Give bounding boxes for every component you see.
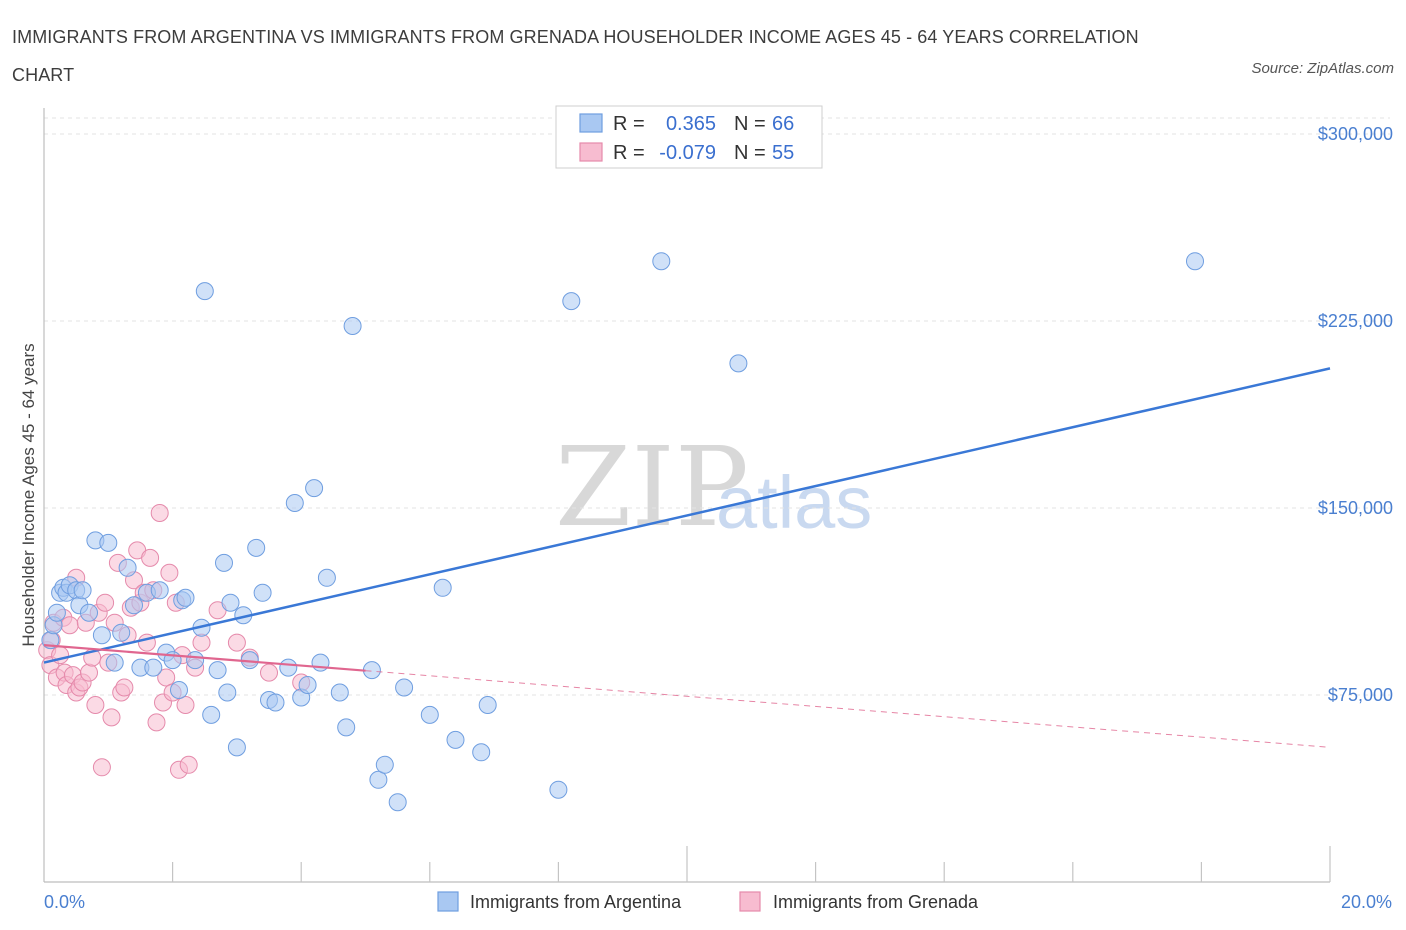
argentina-point	[112, 623, 131, 642]
argentina-point	[472, 743, 491, 762]
argentina-point	[176, 588, 195, 607]
argentina-point	[729, 354, 748, 373]
grenada-point	[179, 755, 198, 774]
bottom-legend-swatch-grenada	[739, 891, 761, 912]
y-tick-label: $300,000	[1318, 124, 1393, 144]
grenada-point	[150, 504, 169, 522]
argentina-point	[125, 596, 143, 615]
argentina-point	[446, 730, 465, 749]
argentina-point	[170, 681, 188, 699]
grenada-point	[147, 713, 166, 732]
series-argentina-points	[41, 252, 1204, 812]
legend-box: R = 0.365 N = 66 R = -0.079 N = 55	[555, 105, 823, 169]
y-tick-label: $225,000	[1318, 311, 1393, 331]
argentina-point	[337, 718, 356, 737]
argentina-point	[99, 533, 118, 552]
argentina-point	[549, 780, 568, 799]
argentina-point	[285, 494, 304, 512]
legend-swatch-argentina	[579, 113, 603, 133]
argentina-point	[375, 755, 394, 774]
trend-line-grenada-dashed	[365, 670, 1331, 748]
argentina-point	[388, 793, 407, 812]
grenada-point	[92, 758, 111, 777]
legend-n-label-argentina: N =	[734, 113, 766, 135]
argentina-point	[215, 553, 233, 572]
argentina-point	[195, 282, 214, 301]
argentina-point	[73, 581, 92, 600]
bottom-legend: Immigrants from Argentina Immigrants fro…	[437, 891, 979, 912]
bottom-legend-label-argentina: Immigrants from Argentina	[470, 892, 682, 912]
x-tick-label-max: 20.0%	[1341, 892, 1392, 912]
grenada-point	[102, 708, 121, 727]
argentina-point	[562, 292, 581, 311]
argentina-point	[362, 661, 381, 680]
argentina-point	[227, 738, 246, 757]
argentina-point	[208, 661, 227, 680]
grenada-point	[86, 696, 105, 714]
legend-n-value-argentina: 66	[772, 113, 794, 135]
argentina-point	[433, 578, 452, 597]
grenada-point	[176, 696, 195, 714]
argentina-point	[47, 603, 66, 622]
bottom-legend-label-grenada: Immigrants from Grenada	[773, 892, 979, 912]
legend-r-label-grenada: R =	[613, 142, 645, 164]
grenada-point	[60, 616, 79, 635]
chart-title: IMMIGRANTS FROM ARGENTINA VS IMMIGRANTS …	[12, 27, 1139, 85]
grenada-point	[141, 548, 160, 567]
argentina-point	[144, 658, 163, 677]
grenada-point	[115, 678, 134, 697]
argentina-point	[478, 696, 497, 714]
y-tick-label: $150,000	[1318, 498, 1393, 518]
trend-lines	[43, 367, 1331, 748]
argentina-point	[369, 770, 388, 789]
argentina-point	[218, 683, 237, 702]
trend-line-argentina	[43, 367, 1331, 664]
argentina-point	[105, 653, 124, 672]
argentina-point	[652, 252, 671, 271]
argentina-point	[118, 558, 137, 577]
argentina-point	[92, 626, 111, 645]
grenada-point	[227, 633, 246, 652]
grenada-point	[157, 668, 176, 687]
argentina-point	[317, 568, 336, 587]
argentina-point	[150, 581, 169, 600]
legend-n-label-grenada: N =	[734, 142, 766, 164]
argentina-point	[253, 583, 272, 602]
y-tick-label: $75,000	[1328, 685, 1393, 705]
argentina-point	[186, 651, 205, 670]
legend-r-value-grenada: -0.079	[659, 142, 716, 164]
argentina-point	[395, 678, 414, 697]
argentina-point	[330, 683, 349, 702]
grenada-point	[96, 593, 115, 612]
argentina-point	[247, 538, 266, 557]
argentina-point	[221, 593, 240, 612]
x-ticks	[172, 846, 1331, 882]
y-axis-label: Householder Income Ages 45 - 64 years	[19, 343, 38, 646]
legend-n-value-grenada: 55	[772, 142, 794, 164]
argentina-point	[298, 676, 317, 694]
watermark-zip: ZIP	[555, 423, 749, 551]
grenada-point	[160, 563, 179, 582]
grenada-point	[260, 663, 278, 682]
series-grenada-points	[38, 504, 311, 779]
trend-line-grenada-solid	[43, 644, 366, 672]
y-tick-labels: $75,000 $150,000 $225,000 $300,000	[1318, 124, 1393, 705]
legend-r-label-argentina: R =	[613, 113, 645, 135]
argentina-point	[202, 705, 221, 724]
grenada-point	[80, 663, 98, 682]
x-tick-label-min: 0.0%	[44, 892, 85, 912]
argentina-point	[305, 479, 324, 498]
bottom-legend-swatch-argentina	[437, 891, 459, 912]
argentina-point	[80, 603, 98, 622]
legend-swatch-grenada	[579, 142, 603, 162]
argentina-point	[343, 317, 362, 335]
source-label: Source: ZipAtlas.com	[1251, 60, 1394, 77]
legend-r-value-argentina: 0.365	[666, 113, 716, 135]
argentina-point	[266, 693, 285, 712]
argentina-point	[420, 705, 439, 724]
argentina-point	[1186, 252, 1204, 271]
argentina-point	[279, 658, 298, 677]
